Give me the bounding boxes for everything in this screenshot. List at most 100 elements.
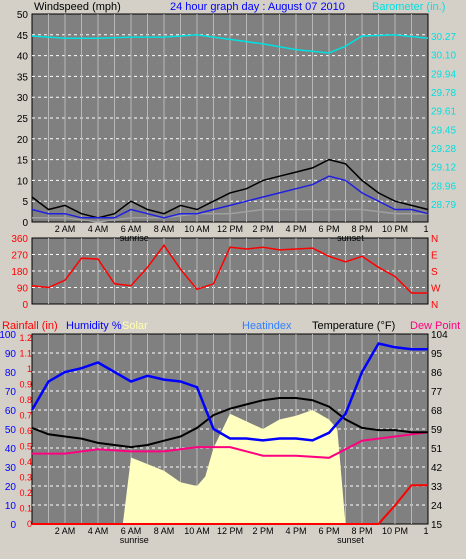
chart-title: 24 hour graph day : August 07 2010 — [170, 1, 345, 13]
wind-xtick: 6 PM — [318, 224, 339, 234]
baro-ytick: 29.78 — [431, 88, 456, 99]
series-rainfall — [32, 484, 428, 525]
thermo-panel-ytick-right: 15 — [431, 520, 443, 531]
direction-panel-ytick-right: W — [431, 284, 441, 295]
rain-ytick: 0.9 — [19, 380, 32, 390]
wind-panel-ytick-left: 0 — [22, 218, 28, 229]
thermo-xtick: 6 AM — [121, 526, 142, 536]
direction-panel-ytick-left: 360 — [11, 234, 28, 245]
rain-ytick: 0.2 — [19, 488, 32, 498]
thermo-panel-ytick-right: 33 — [431, 482, 443, 493]
wind-sunrise-label: sunrise — [120, 233, 149, 243]
thermo-xtick: 8 AM — [154, 526, 175, 536]
baro-ytick: 28.96 — [431, 181, 456, 192]
legend-temperature: Temperature (°F) — [312, 320, 396, 332]
thermo-xtick: 10 PM — [382, 526, 408, 536]
series-temperature — [31, 397, 428, 449]
wind-xtick: 2 PM — [252, 224, 273, 234]
direction-panel-ytick-left: 0 — [22, 300, 28, 311]
thermo-panel-ytick-left: 50 — [5, 425, 17, 436]
direction-panel-ytick-left: 90 — [17, 284, 29, 295]
thermo-sunrise-label: sunrise — [120, 535, 149, 545]
series-barometer — [31, 34, 429, 54]
thermo-panel-ytick-left: 0 — [10, 520, 16, 531]
thermo-xtick-end: 1 — [423, 526, 428, 536]
rain-ytick: 0.3 — [19, 473, 32, 483]
rain-ytick: 1 — [27, 364, 32, 374]
thermo-panel-ytick-left: 80 — [5, 368, 17, 379]
wind-xtick: 2 AM — [55, 224, 76, 234]
wind-xtick: 8 PM — [351, 224, 372, 234]
rain-ytick: 1.2 — [19, 333, 32, 343]
wind-panel-ytick-left: 30 — [17, 93, 29, 104]
thermo-xtick: 8 PM — [351, 526, 372, 536]
direction-panel-ytick-right: N — [431, 234, 438, 245]
thermo-panel-ytick-right: 104 — [431, 330, 448, 341]
wind-panel-ytick-left: 45 — [17, 31, 29, 42]
wind-panel-ytick-left: 5 — [22, 197, 28, 208]
baro-ytick: 28.79 — [431, 200, 456, 211]
baro-ytick: 30.10 — [431, 51, 456, 62]
direction-panel-ytick-left: 180 — [11, 267, 28, 278]
legend-heatindex: Heatindex — [242, 320, 292, 332]
rain-ytick: 0.8 — [19, 395, 32, 405]
thermo-panel-ytick-right: 68 — [431, 406, 443, 417]
thermo-xtick: 4 AM — [88, 526, 109, 536]
thermo-panel-ytick-left: 100 — [0, 330, 16, 341]
baro-ylabel: Barometer (in.) — [372, 1, 446, 13]
thermo-panel-ytick-right: 59 — [431, 425, 443, 436]
thermo-panel-ytick-left: 60 — [5, 406, 17, 417]
baro-ytick: 29.45 — [431, 125, 456, 136]
thermo-xtick: 2 PM — [252, 526, 273, 536]
rain-ylabel: Rainfall (in) — [2, 320, 58, 332]
wind-panel-ytick-left: 50 — [17, 10, 29, 21]
wind-panel-ytick-left: 25 — [17, 114, 29, 125]
thermo-panel-ytick-left: 70 — [5, 387, 17, 398]
wind-panel-ytick-left: 10 — [17, 176, 29, 187]
series-solar — [32, 410, 428, 524]
thermo-panel-ytick-left: 10 — [5, 501, 17, 512]
wind-ylabel: Windspeed (mph) — [34, 1, 121, 13]
baro-ytick: 30.27 — [431, 32, 456, 43]
thermo-panel-ytick-left: 40 — [5, 444, 17, 455]
direction-panel-ytick-right: E — [431, 251, 438, 262]
wind-xtick: 4 AM — [88, 224, 109, 234]
rain-ytick: 0 — [27, 519, 32, 529]
legend-humidity: Humidity % — [66, 320, 122, 332]
thermo-panel-ytick-right: 51 — [431, 444, 443, 455]
rain-ytick: 0.5 — [19, 442, 32, 452]
rain-ytick: 1.1 — [19, 349, 32, 359]
wind-xtick: 12 PM — [217, 224, 243, 234]
thermo-panel-ytick-left: 90 — [5, 349, 17, 360]
series-gust — [31, 175, 429, 219]
thermo-xtick: 2 AM — [55, 526, 76, 536]
direction-panel-ytick-right: S — [431, 267, 438, 278]
thermo-panel-ytick-right: 24 — [431, 501, 443, 512]
thermo-xtick: 10 AM — [184, 526, 210, 536]
series-dew-point — [32, 431, 429, 459]
legend-dewpoint: Dew Point — [410, 320, 461, 332]
thermo-panel-ytick-right: 77 — [431, 387, 443, 398]
rain-ytick: 0.6 — [19, 426, 32, 436]
wind-sunset-label: sunset — [337, 233, 364, 243]
thermo-xtick: 4 PM — [285, 526, 306, 536]
baro-ytick: 29.12 — [431, 163, 456, 174]
baro-ytick: 29.28 — [431, 144, 456, 155]
wind-xtick: 6 AM — [121, 224, 142, 234]
wind-xtick: 10 AM — [184, 224, 210, 234]
series-wind-direction — [31, 244, 428, 294]
legend-solar: Solar — [122, 320, 148, 332]
wind-xtick: 8 AM — [154, 224, 175, 234]
rain-ytick: 0.7 — [19, 411, 32, 421]
series-humidity — [30, 342, 428, 442]
rain-ytick: 0.4 — [19, 457, 32, 467]
baro-ytick: 29.61 — [431, 107, 456, 118]
thermo-sunset-label: sunset — [337, 535, 364, 545]
thermo-panel-ytick-left: 30 — [5, 463, 17, 474]
direction-panel-ytick-right: N — [431, 300, 438, 311]
wind-xtick: 10 PM — [382, 224, 408, 234]
series-wind-average — [32, 208, 428, 223]
rain-ytick: 0.1 — [19, 504, 32, 514]
thermo-panel-ytick-left: 20 — [5, 482, 17, 493]
